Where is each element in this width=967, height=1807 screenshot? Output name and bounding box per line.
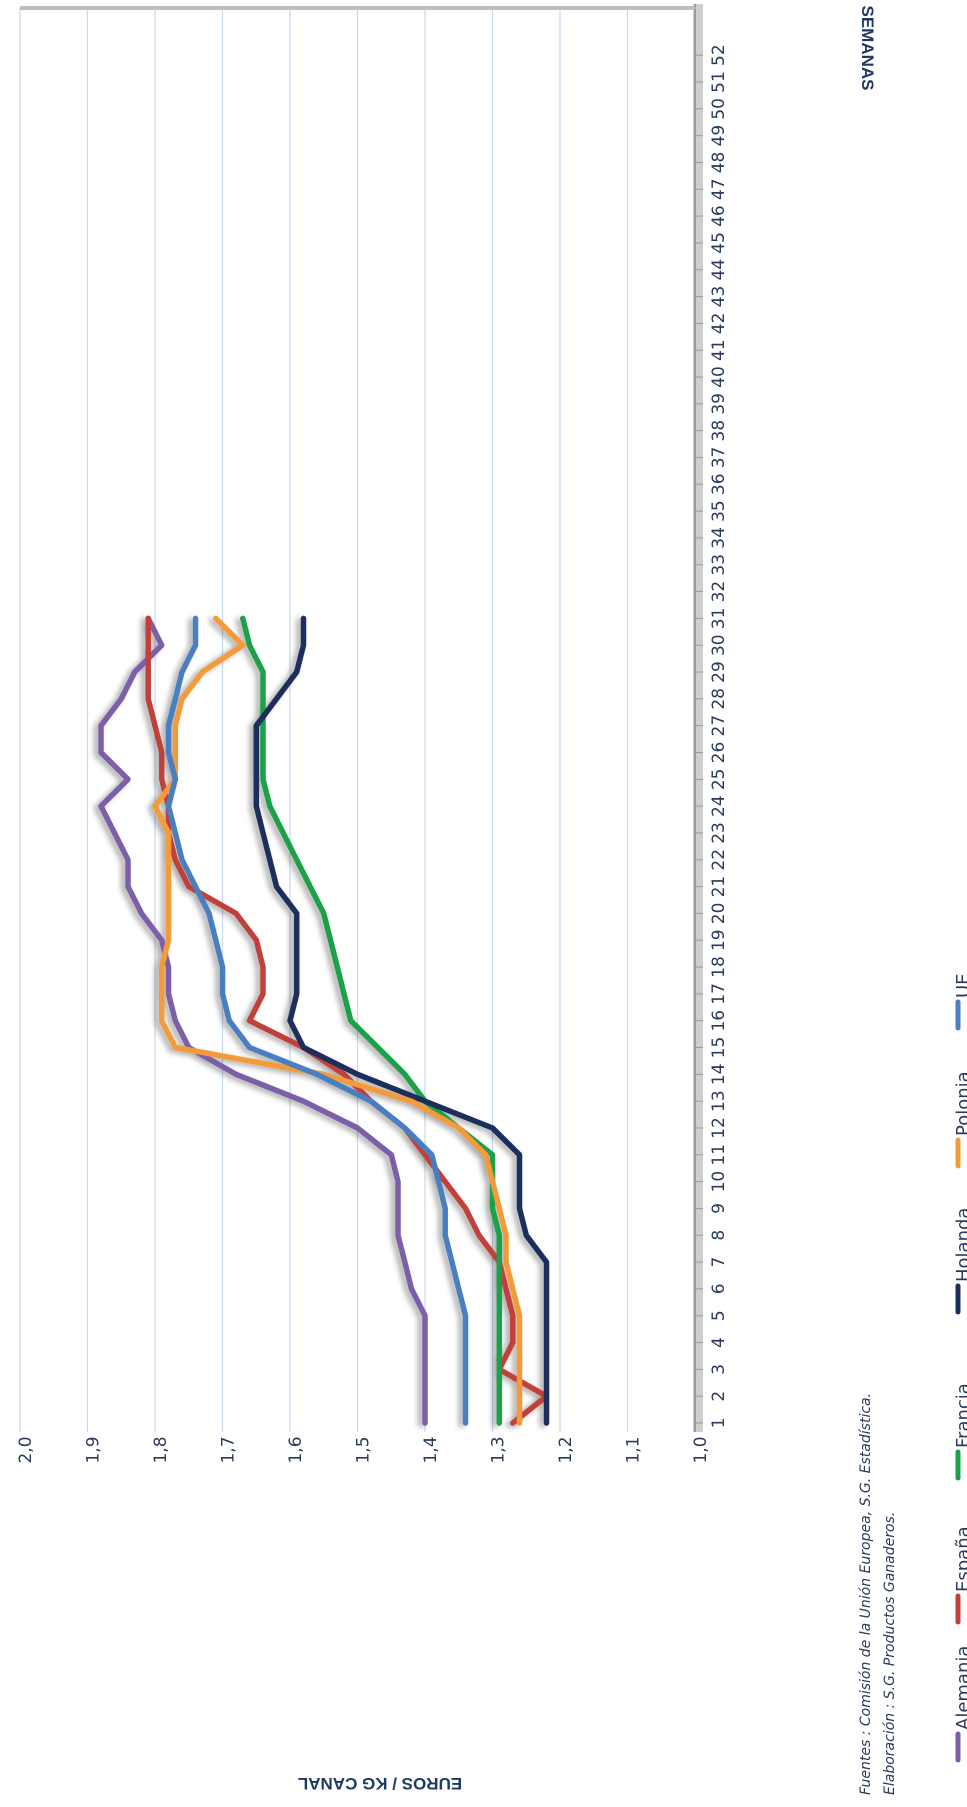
x-tick-label: 13: [709, 1090, 729, 1112]
x-tick-label: 43: [709, 286, 729, 308]
y-axis-title: EUROS / KG CANAL: [298, 1774, 462, 1793]
y-tick-label: 1,9: [84, 1436, 104, 1463]
x-tick-label: 24: [709, 795, 729, 817]
x-tick-label: 52: [709, 44, 729, 66]
y-tick-label: 1,5: [354, 1436, 374, 1463]
x-tick-label: 8: [709, 1230, 729, 1241]
x-tick-label: 27: [709, 715, 729, 737]
x-tick-label: 48: [709, 152, 729, 174]
legend-label-francia: Francia: [953, 1383, 967, 1448]
x-tick-label: 19: [709, 929, 729, 951]
series-line-polonia: [152, 615, 523, 1426]
legend: Alemania España Francia Holanda Polonia UE: [953, 973, 967, 1763]
x-tick-label: 51: [709, 71, 729, 93]
x-tick-label: 26: [709, 742, 729, 764]
y-tick-label: 1,3: [489, 1436, 509, 1463]
x-tick-label: 44: [709, 259, 729, 281]
y-tick-label: 1,4: [421, 1436, 441, 1463]
x-tick-label: 47: [709, 178, 729, 200]
series-line-holanda: [253, 615, 550, 1426]
x-tick-label: 23: [709, 822, 729, 844]
x-tick-label: 11: [709, 1144, 729, 1166]
x-tick-label: 25: [709, 768, 729, 790]
y-tick-label: 1,2: [556, 1436, 576, 1463]
legend-label-españa: España: [953, 1526, 967, 1592]
x-tick-label: 32: [709, 581, 729, 603]
x-tick-label: 30: [709, 634, 729, 656]
x-tick-label: 15: [709, 1037, 729, 1059]
x-tick-label: 18: [709, 956, 729, 978]
x-tick-label: 2: [709, 1391, 729, 1402]
source-line-2: Elaboración : S.G. Productos Ganaderos.: [882, 1512, 898, 1795]
x-tick-label: 7: [709, 1257, 729, 1268]
x-tick-label: 12: [709, 1117, 729, 1139]
x-tick-label: 17: [709, 983, 729, 1005]
x-tick-label: 41: [709, 339, 729, 361]
x-tick-label: 40: [709, 366, 729, 388]
legend-label-ue: UE: [953, 973, 967, 998]
series-lines: [98, 615, 550, 1426]
y-tick-label: 1,8: [151, 1436, 171, 1463]
x-tick-label: 3: [709, 1364, 729, 1375]
x-axis-title: SEMANAS: [858, 5, 877, 90]
y-tick-label: 1,6: [286, 1436, 306, 1463]
series-line-alemania: [98, 615, 428, 1426]
x-tick-label: 6: [709, 1283, 729, 1294]
x-tick-label: 34: [709, 527, 729, 549]
x-tick-label: 4: [709, 1337, 729, 1348]
y-tick-label: 1,7: [219, 1436, 239, 1463]
plot-area: [20, 8, 800, 1638]
x-tick-label: 21: [709, 876, 729, 898]
series-line-ue: [165, 615, 469, 1426]
legend-label-holanda: Holanda: [953, 1208, 967, 1282]
x-tick-label: 45: [709, 232, 729, 254]
series-line-francia: [240, 615, 503, 1426]
series-line-españa: [145, 615, 550, 1426]
x-tick-label: 46: [709, 205, 729, 227]
x-tick-label: 37: [709, 447, 729, 469]
x-tick-label: 33: [709, 554, 729, 576]
x-tick-label: 49: [709, 125, 729, 147]
x-tick-label: 50: [709, 98, 729, 120]
x-tick-label: 20: [709, 903, 729, 925]
x-tick-label: 16: [709, 1010, 729, 1032]
x-tick-label: 1: [709, 1418, 729, 1429]
x-tick-label: 10: [709, 1171, 729, 1193]
source-line-1: Fuentes : Comisión de la Unión Europea, …: [858, 1393, 874, 1795]
x-tick-label: 39: [709, 393, 729, 415]
x-tick-label: 5: [709, 1310, 729, 1321]
x-tick-label: 29: [709, 661, 729, 683]
x-tick-label: 14: [709, 1064, 729, 1086]
y-tick-label: 1,1: [624, 1436, 644, 1463]
x-tick-label: 35: [709, 500, 729, 522]
grid-lines: [19, 8, 629, 1432]
x-axis: [20, 4, 703, 1432]
x-tick-label: 42: [709, 313, 729, 335]
y-tick-label: 2,0: [16, 1436, 36, 1463]
y-tick-label: 1,0: [691, 1436, 711, 1463]
x-tick-label: 28: [709, 688, 729, 710]
x-tick-label: 22: [709, 849, 729, 871]
legend-label-polonia: Polonia: [953, 1071, 967, 1136]
y-tick-labels: 1,0 1,1 1,2 1,3 1,4 1,5 1,6 1,7 1,8 1,9 2,0: [16, 1436, 711, 1463]
x-tick-labels: 1234567891011121314151617181920212223242…: [695, 44, 729, 1428]
x-tick-label: 9: [709, 1203, 729, 1214]
x-tick-label: 36: [709, 473, 729, 495]
x-tick-label: 31: [709, 608, 729, 630]
legend-label-alemania: Alemania: [953, 1646, 967, 1730]
x-tick-label: 38: [709, 420, 729, 442]
axis-shadow: [693, 4, 703, 1432]
